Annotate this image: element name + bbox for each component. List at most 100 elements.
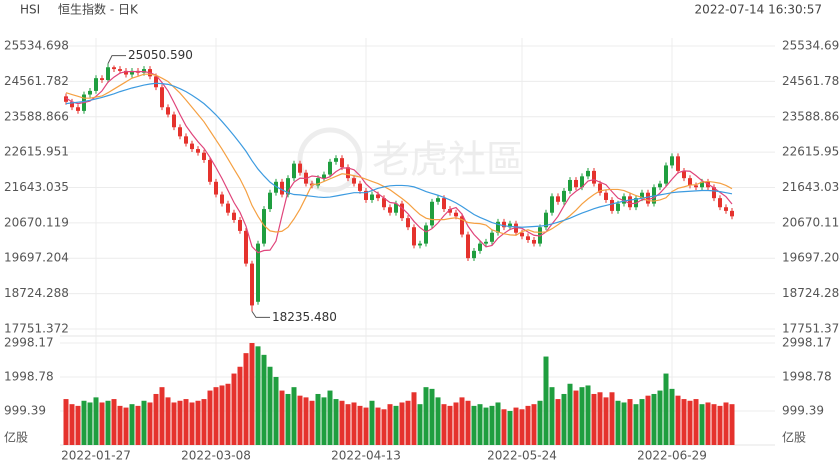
- y-tick-label-right: 21643.035: [782, 180, 840, 194]
- candle-body: [616, 203, 620, 211]
- volume-bar: [615, 400, 621, 445]
- candle-body: [418, 243, 422, 246]
- candle-body: [712, 187, 716, 199]
- candle-body: [598, 183, 602, 193]
- volume-bar: [435, 397, 441, 445]
- volume-bar: [219, 385, 225, 445]
- candle-body: [172, 114, 176, 128]
- candle-body: [160, 87, 164, 108]
- moving-average: [65, 82, 733, 228]
- volume-bar: [711, 404, 717, 445]
- candle-body: [166, 107, 170, 115]
- volume-bar: [249, 343, 255, 445]
- volume-unit: 亿股: [4, 430, 28, 445]
- candle-body: [442, 198, 446, 210]
- symbol: HSI: [20, 3, 40, 17]
- candle-body: [574, 179, 578, 188]
- x-tick-label: 2022-05-24: [487, 449, 557, 463]
- volume-bar: [705, 402, 711, 445]
- volume-bar: [489, 405, 495, 445]
- volume-bar: [237, 366, 243, 445]
- candle-body: [562, 190, 566, 202]
- volume-bar: [135, 405, 141, 445]
- candle-body: [322, 174, 326, 179]
- volume-bar: [441, 404, 447, 445]
- volume-tick-label: 999.39: [4, 404, 46, 418]
- candle-body: [346, 167, 350, 179]
- timestamp: 2022-07-14 16:30:57: [695, 3, 822, 17]
- candle-body: [724, 207, 728, 211]
- candle-body: [364, 190, 368, 200]
- candle-body: [358, 183, 362, 191]
- volume-bar: [117, 405, 123, 445]
- volume-bar: [333, 399, 339, 445]
- volume-bar: [255, 346, 261, 445]
- volume-bar: [231, 373, 237, 445]
- volume-bar: [315, 393, 321, 445]
- candle-body: [124, 70, 128, 75]
- volume-bar: [357, 405, 363, 445]
- volume-bar: [687, 400, 693, 445]
- candle-body: [424, 225, 428, 244]
- candle-body: [178, 127, 182, 137]
- volume-bar: [597, 392, 603, 445]
- volume-bar: [381, 409, 387, 445]
- candle-body: [610, 199, 614, 211]
- candle-body: [262, 209, 266, 244]
- volume-bar: [531, 404, 537, 445]
- volume-bar: [93, 397, 99, 445]
- candle-body: [526, 236, 530, 240]
- volume-bar: [171, 402, 177, 445]
- candle-body: [64, 96, 68, 102]
- candle-body: [184, 136, 188, 144]
- candle-body: [112, 67, 116, 70]
- candle-body: [220, 194, 224, 204]
- candle-body: [484, 241, 488, 244]
- volume-bar: [183, 399, 189, 445]
- candle-body: [88, 90, 92, 95]
- candle-body: [154, 76, 158, 88]
- volume-bar: [285, 393, 291, 445]
- candle-body: [490, 232, 494, 242]
- candle-body: [376, 194, 380, 199]
- candle-body: [544, 212, 548, 228]
- candle-body: [586, 170, 590, 177]
- candle-body: [532, 239, 536, 244]
- volume-bar: [561, 393, 567, 445]
- y-tick-label: 20670.119: [4, 215, 69, 229]
- volume-bar: [633, 404, 639, 445]
- volume-bar: [717, 405, 723, 445]
- volume-bar: [681, 399, 687, 445]
- volume-bar: [261, 354, 267, 445]
- volume-bar: [573, 390, 579, 445]
- volume-bar: [321, 397, 327, 445]
- candle-body: [328, 161, 332, 175]
- candle-body: [640, 192, 644, 199]
- candle-body: [550, 196, 554, 213]
- candle-body: [646, 192, 650, 204]
- volume-bar: [657, 390, 663, 445]
- candle-body: [298, 163, 302, 173]
- candle-body: [394, 203, 398, 213]
- y-tick-label-right: 17751.372: [782, 322, 840, 336]
- volume-unit: 亿股: [782, 430, 806, 445]
- candle-body: [568, 179, 572, 191]
- candle-body: [496, 221, 500, 233]
- candle-body: [106, 67, 110, 80]
- candle-body: [340, 158, 344, 168]
- volume-bar: [603, 397, 609, 445]
- volume-bar: [309, 400, 315, 445]
- candle-body: [334, 158, 338, 162]
- volume-bar: [291, 387, 297, 445]
- candle-body: [412, 227, 416, 246]
- volume-tick-label-right: 2998.17: [782, 336, 832, 350]
- volume-bar: [501, 409, 507, 445]
- volume-bar: [207, 390, 213, 445]
- candle-body: [226, 203, 230, 213]
- volume-bar: [621, 402, 627, 445]
- volume-bar: [129, 404, 135, 445]
- candle-body: [250, 263, 254, 306]
- volume-bar: [141, 400, 147, 445]
- candle-body: [436, 198, 440, 202]
